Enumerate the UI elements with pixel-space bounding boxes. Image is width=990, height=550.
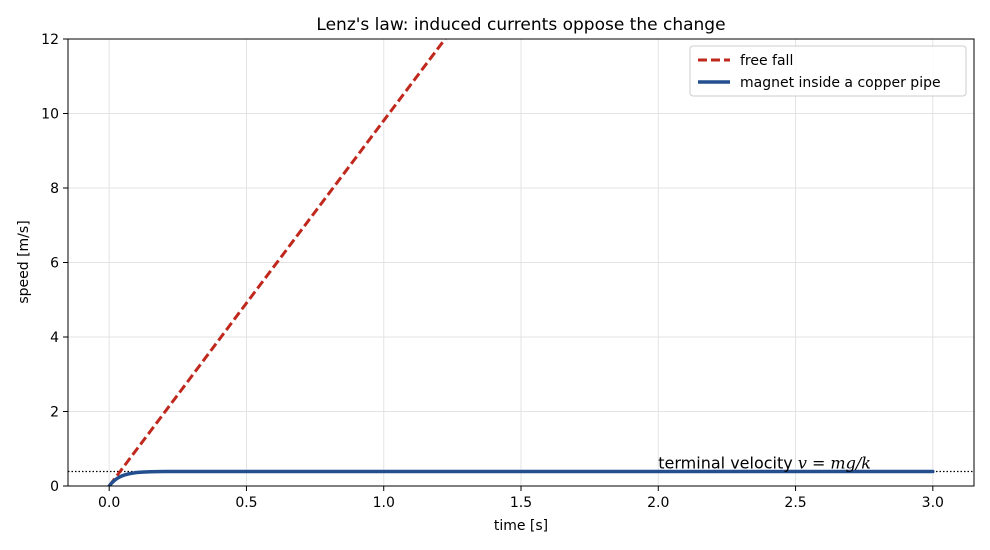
y-tick-label: 6 (50, 256, 59, 272)
series-layer (68, 39, 974, 486)
x-axis-label: time [s] (494, 518, 548, 534)
x-tick-label: 2.5 (784, 495, 806, 511)
annotation-text: terminal velocity (658, 454, 798, 473)
x-tick-label: 2.0 (647, 495, 669, 511)
annotation-math: v = mg/k (798, 454, 871, 473)
x-tick-label: 1.0 (373, 495, 395, 511)
y-tick-label: 4 (50, 330, 59, 346)
x-tick-label: 1.5 (510, 495, 532, 511)
x-tick-label: 0.0 (98, 495, 120, 511)
chart-title: Lenz's law: induced currents oppose the … (316, 15, 725, 35)
legend-label-copper-pipe: magnet inside a copper pipe (740, 75, 941, 91)
series-line-free-fall (107, 39, 447, 486)
y-tick-label: 8 (50, 181, 59, 197)
series-line-copper-pipe (107, 469, 935, 486)
terminal-velocity-annotation: terminal velocity v = mg/k (658, 454, 871, 473)
legend-label-free-fall: free fall (740, 53, 793, 69)
legend: free fall magnet inside a copper pipe (689, 45, 967, 97)
ticks: 0.0 0.5 1.0 1.5 2.0 2.5 3.0 0 2 4 6 8 10 12 (41, 32, 944, 511)
x-tick-label: 3.0 (922, 495, 944, 511)
y-tick-label: 12 (41, 32, 59, 48)
y-axis-label: speed [m/s] (16, 220, 32, 303)
y-tick-label: 10 (41, 107, 59, 123)
x-tick-label: 0.5 (235, 495, 257, 511)
legend-box (689, 45, 967, 97)
y-tick-label: 2 (50, 405, 59, 421)
y-tick-label: 0 (50, 479, 59, 495)
